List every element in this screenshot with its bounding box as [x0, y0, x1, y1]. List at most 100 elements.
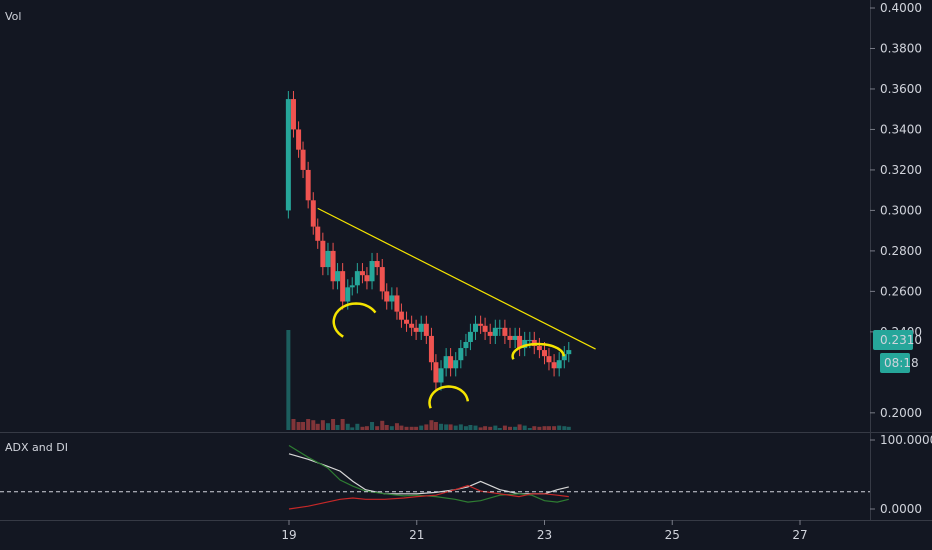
candle-body[interactable] — [290, 99, 296, 130]
candle-body[interactable] — [443, 356, 449, 369]
candle-body[interactable] — [522, 339, 528, 349]
candle-body[interactable] — [394, 295, 400, 312]
countdown-badge — [880, 353, 910, 373]
candle-body[interactable] — [315, 226, 321, 241]
time-tick-label: 21 — [409, 528, 424, 542]
candlesticks[interactable] — [285, 90, 572, 391]
candle-body[interactable] — [330, 250, 336, 282]
volume-bar — [468, 425, 473, 430]
candle-body[interactable] — [473, 323, 479, 332]
candle-body[interactable] — [561, 354, 567, 361]
candle-body[interactable] — [359, 271, 365, 276]
price-tick-label: 0.3400 — [880, 122, 922, 136]
volume-bar — [380, 420, 385, 430]
candle-body[interactable] — [482, 325, 488, 332]
candle-body[interactable] — [369, 261, 375, 282]
volume-bar — [566, 426, 571, 430]
volume-bar — [414, 426, 419, 430]
indicator-tick-label: 100.0000 — [880, 433, 932, 447]
candle-body[interactable] — [374, 261, 380, 268]
candle-body[interactable] — [527, 339, 533, 341]
annotation-arc[interactable] — [511, 342, 565, 360]
candle-body[interactable] — [300, 149, 306, 170]
candle-body[interactable] — [310, 200, 316, 227]
volume-bar — [439, 423, 444, 430]
candle-body[interactable] — [285, 99, 291, 211]
price-tick-label: 0.2600 — [880, 284, 922, 298]
candle-body[interactable] — [384, 291, 390, 302]
candle-body[interactable] — [428, 335, 434, 363]
volume-bar — [320, 420, 325, 430]
candle-body[interactable] — [536, 346, 542, 351]
time-tick-label: 25 — [665, 528, 680, 542]
volume-bar — [389, 426, 394, 430]
annotation-arc[interactable] — [332, 302, 377, 338]
annotation-arc[interactable] — [428, 385, 470, 409]
indicator-line — [288, 484, 569, 510]
candle-body[interactable] — [566, 350, 572, 355]
candle-body[interactable] — [478, 323, 484, 326]
candle-body[interactable] — [379, 267, 385, 292]
candle-body[interactable] — [492, 327, 498, 336]
candle-body[interactable] — [453, 360, 459, 369]
candle-body[interactable] — [507, 335, 513, 340]
candle-body[interactable] — [497, 327, 503, 329]
candle-body[interactable] — [423, 323, 429, 336]
candle-body[interactable] — [458, 348, 464, 361]
candle-body[interactable] — [320, 240, 326, 268]
candle-body[interactable] — [551, 362, 557, 369]
candle-body[interactable] — [340, 271, 346, 302]
price-tick-label: 0.2000 — [880, 406, 922, 420]
price-axis[interactable]: 0.4000 0.3800 0.3600 0.3400 0.3200 0.3000 0.28… — [870, 1, 922, 420]
volume-bar — [424, 424, 429, 430]
candle-body[interactable] — [345, 287, 351, 302]
candle-body[interactable] — [389, 295, 395, 302]
candle-body[interactable] — [433, 362, 439, 383]
volume-bar — [350, 427, 355, 430]
price-tick-label: 0.2800 — [880, 244, 922, 258]
candle-body[interactable] — [364, 275, 370, 282]
candle-body[interactable] — [335, 271, 341, 282]
candle-body[interactable] — [354, 271, 360, 286]
volume-bar — [478, 427, 483, 430]
time-axis[interactable]: 19 21 23 25 27 — [281, 520, 808, 542]
candle-body[interactable] — [467, 331, 473, 342]
indicator-axis[interactable]: 100.0000 0.0000 — [870, 433, 932, 516]
drawings[interactable] — [317, 207, 596, 409]
candle-body[interactable] — [398, 311, 404, 320]
candle-body[interactable] — [512, 335, 518, 340]
volume-bar — [552, 426, 557, 430]
volume-bar — [291, 419, 296, 430]
volume-bar — [394, 423, 399, 430]
candle-body[interactable] — [296, 129, 302, 150]
candle-body[interactable] — [418, 323, 424, 332]
candle-body[interactable] — [409, 323, 415, 328]
candle-body[interactable] — [463, 341, 469, 349]
volume-bar — [557, 425, 562, 430]
candle-body[interactable] — [305, 169, 311, 201]
candle-body[interactable] — [502, 327, 508, 336]
candle-body[interactable] — [438, 368, 444, 383]
candle-body[interactable] — [556, 360, 562, 369]
pane-separators — [0, 0, 932, 521]
candle-body[interactable] — [349, 285, 355, 288]
volume-bar — [444, 424, 449, 430]
candle-body[interactable] — [448, 356, 454, 369]
volume-bar — [296, 422, 301, 430]
candle-body[interactable] — [413, 327, 419, 332]
candle-body[interactable] — [542, 350, 547, 357]
price-tick-label: 0.3800 — [880, 41, 922, 55]
trendline[interactable] — [317, 207, 596, 350]
volume-bar — [488, 426, 493, 430]
candle-body[interactable] — [404, 319, 410, 324]
candle-body[interactable] — [546, 356, 552, 363]
last-price-badge — [873, 330, 913, 350]
indicator-tick-label: 0.0000 — [880, 502, 922, 516]
candle-body[interactable] — [487, 331, 493, 336]
candle-body[interactable] — [517, 335, 523, 349]
volume-bar — [345, 423, 350, 430]
volume-bar — [463, 426, 468, 430]
volume-bar — [473, 425, 478, 430]
candle-body[interactable] — [325, 250, 331, 268]
